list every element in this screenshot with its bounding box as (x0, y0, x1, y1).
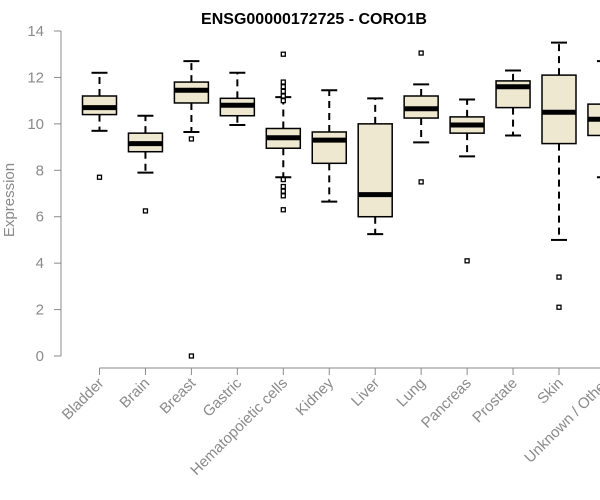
x-tick-label: Bladder (59, 375, 108, 424)
y-tick-label: 0 (36, 348, 44, 365)
outlier-point (142, 208, 149, 214)
outlier-point (188, 353, 195, 359)
box-unknown-other (587, 60, 600, 179)
y-tick-label: 14 (27, 23, 44, 40)
outlier-point (280, 84, 286, 90)
outlier-point (556, 274, 562, 280)
x-tick-label: Gastric (200, 374, 246, 420)
outlier-point (280, 79, 286, 85)
x-tick-label: Pancreas (418, 375, 475, 432)
outlier-point (280, 93, 286, 99)
outlier-point (556, 304, 562, 310)
box-kidney (311, 89, 347, 203)
x-tick-label: Liver (348, 375, 383, 410)
box-body (541, 74, 577, 145)
y-axis: 0 2 4 6 8 10 12 14 (27, 23, 62, 365)
outlier-point (464, 258, 470, 264)
x-tick-label: Kidney (293, 374, 338, 419)
y-tick-label: 4 (36, 255, 44, 272)
outlier-point (280, 88, 286, 95)
y-tick-label: 12 (27, 69, 44, 86)
y-tick-label: 8 (36, 162, 44, 179)
box-hematopoietic-cells (265, 51, 302, 213)
outlier-point (280, 176, 286, 183)
chart-title: ENSG00000172725 - CORO1B (201, 11, 427, 28)
box-bladder (81, 71, 118, 180)
box-liver (357, 97, 393, 236)
outlier-point (96, 174, 103, 180)
box-pancreas (449, 98, 485, 264)
y-tick-label: 10 (27, 116, 44, 133)
y-tick-label: 2 (36, 302, 44, 319)
box-skin (541, 41, 577, 310)
box-gastric (219, 71, 256, 127)
outlier-point (280, 51, 286, 57)
box-body (357, 123, 393, 218)
outlier-point (280, 188, 286, 194)
outlier-point (188, 136, 195, 142)
outlier-point (418, 179, 424, 185)
outlier-point (280, 193, 286, 199)
box-prostate (495, 69, 531, 137)
box-series (81, 41, 600, 359)
box-breast (173, 60, 210, 359)
box-brain (127, 114, 164, 214)
x-tick-label: Brain (116, 375, 153, 412)
outlier-point (280, 207, 286, 213)
x-tick-label: Prostate (469, 375, 521, 427)
y-axis-label: Expression (1, 163, 18, 237)
x-tick-label: Skin (534, 375, 567, 408)
outlier-point (280, 97, 286, 104)
x-tick-label: Lung (393, 375, 429, 411)
y-tick-label: 6 (36, 209, 44, 226)
x-tick-label: Breast (157, 374, 200, 417)
outlier-point (280, 183, 286, 190)
box-body (311, 131, 347, 165)
outlier-point (418, 50, 424, 56)
box-lung (403, 50, 439, 185)
